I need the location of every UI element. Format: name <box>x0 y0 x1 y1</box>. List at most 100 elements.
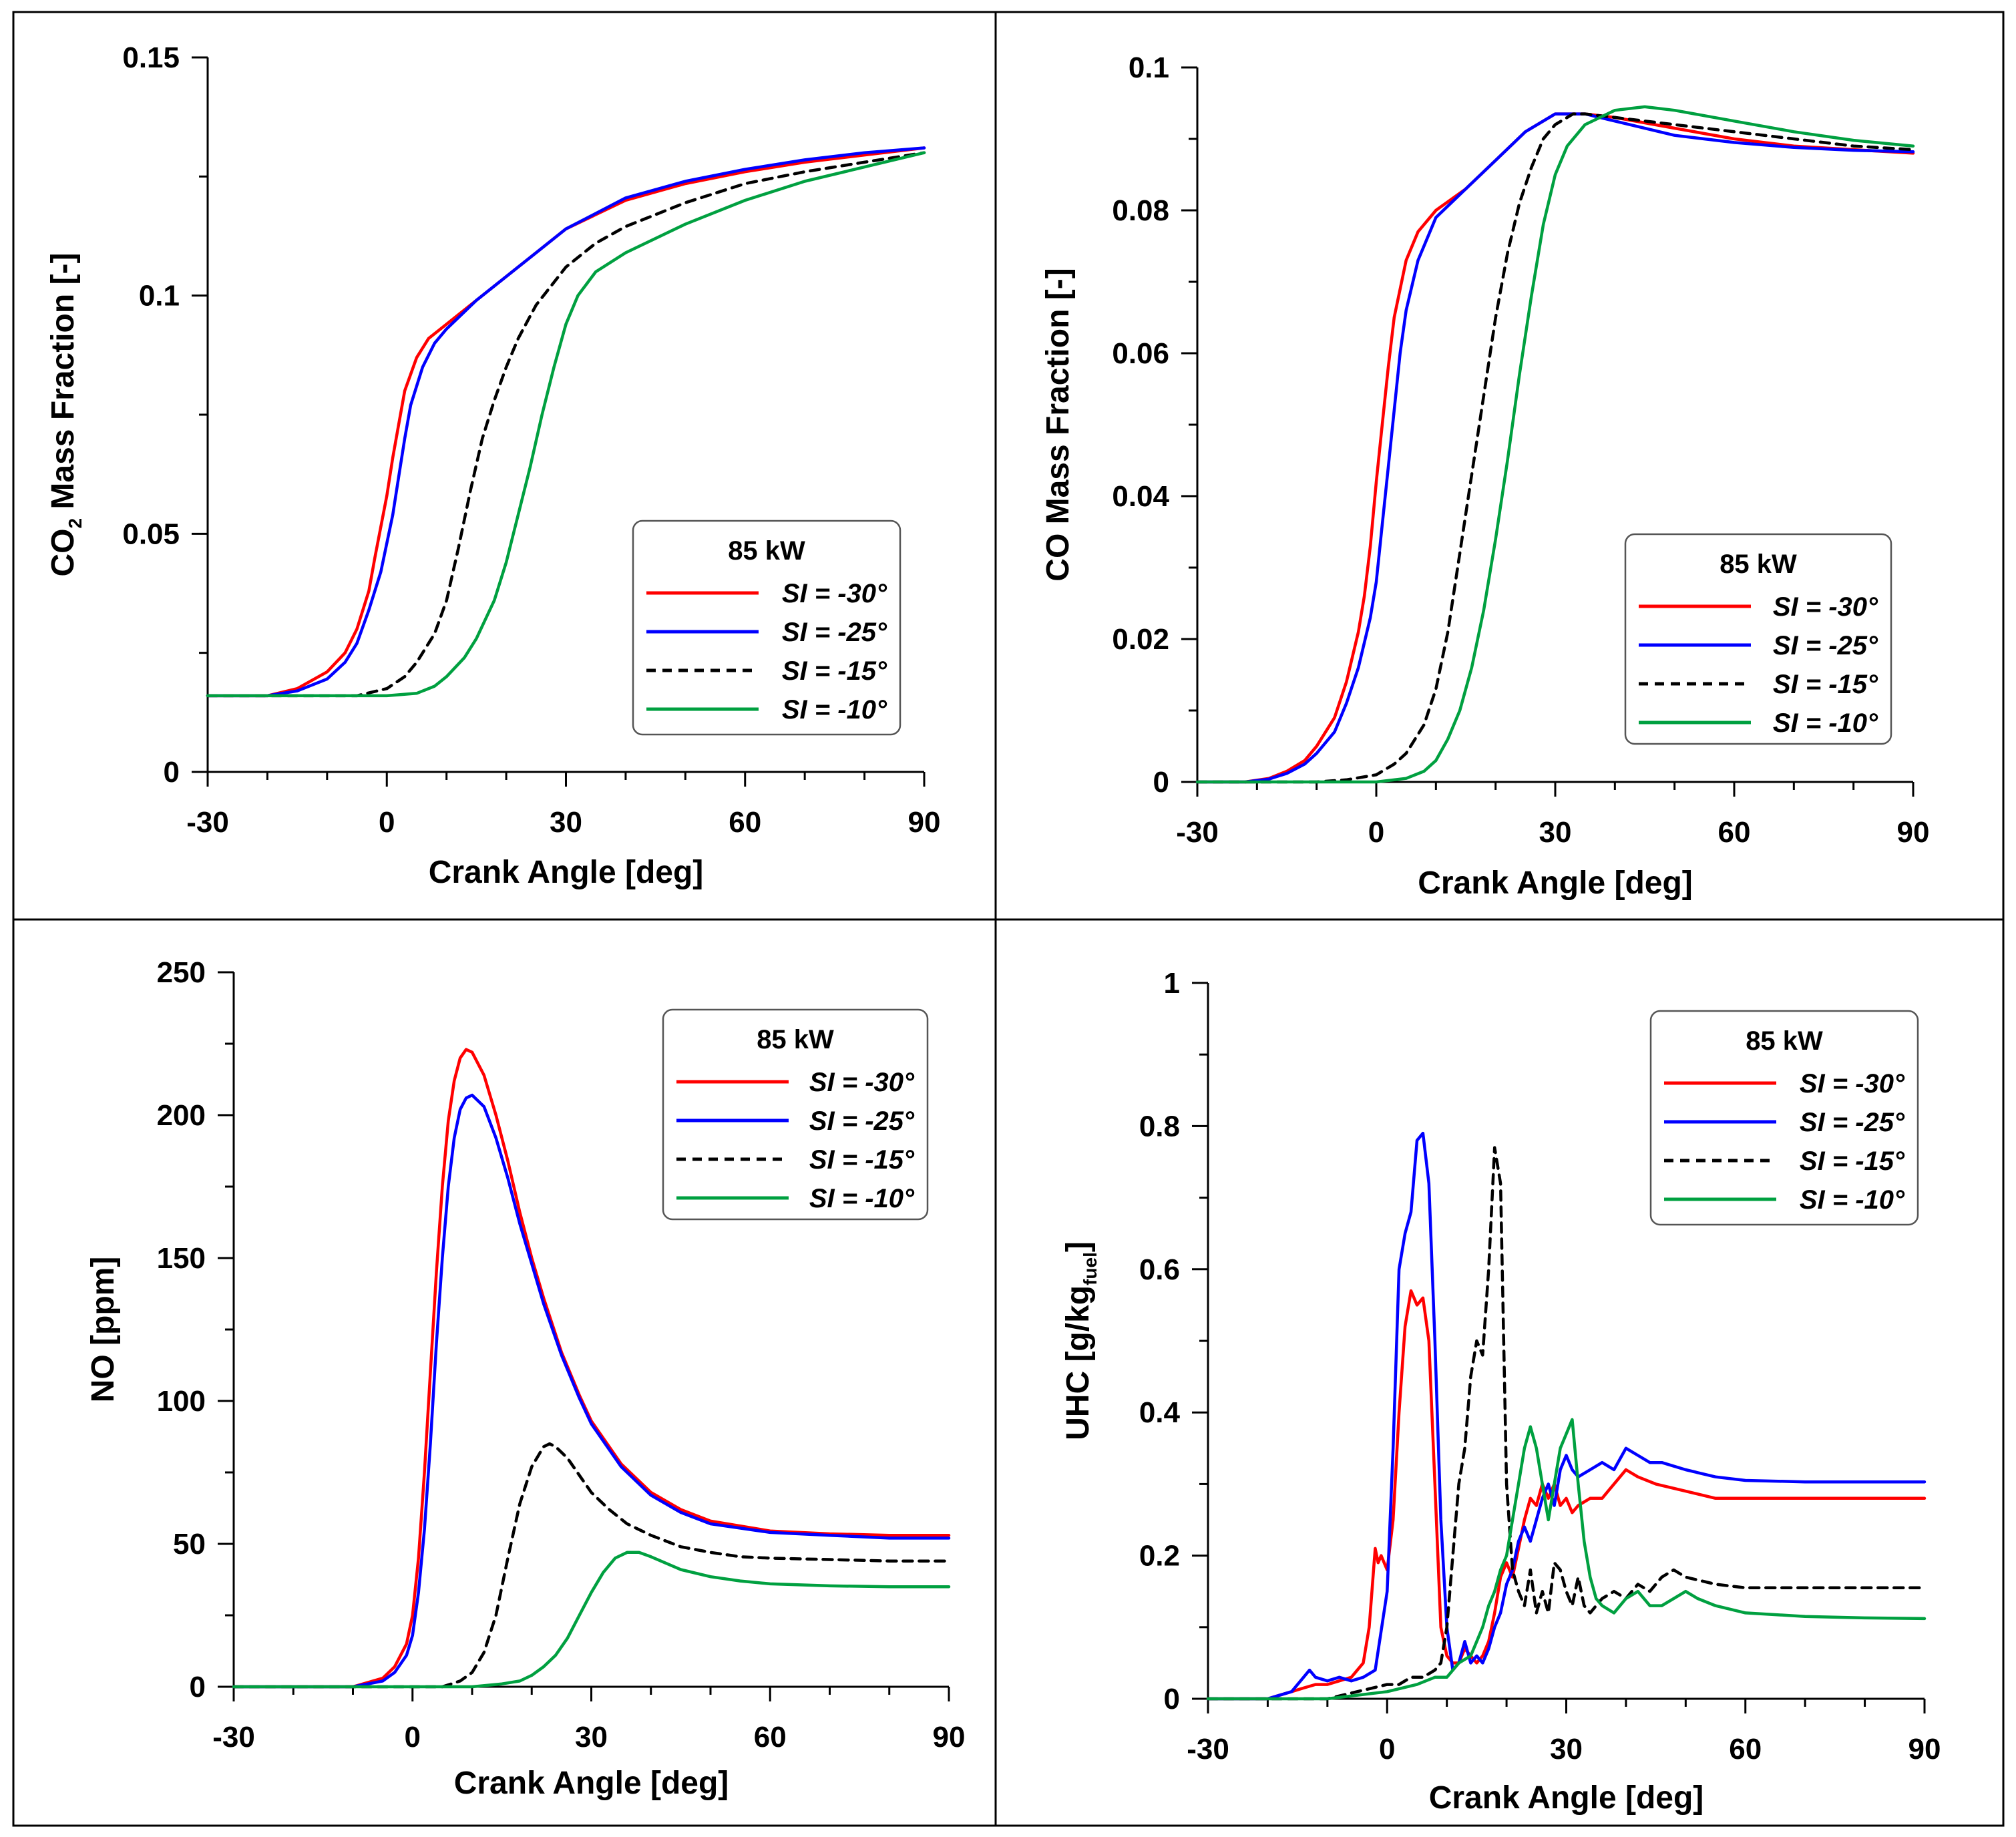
x-axis-label: Crank Angle [deg] <box>429 855 704 890</box>
series-line-4 <box>1206 1418 1927 1701</box>
legend-entry-4: SI = -10° <box>1800 1185 1905 1215</box>
y-axis-label-main: NO [ppm] <box>85 1257 121 1403</box>
legend: 85 kW SI = -30° SI = -25° SI = -15° SI = -10… <box>662 1008 929 1221</box>
series-line-2 <box>206 146 926 698</box>
series-line-4 <box>1195 105 1915 784</box>
x-tick-label: -30 <box>1187 1733 1229 1766</box>
x-axis-label: Crank Angle [deg] <box>1418 865 1693 901</box>
y-tick-label: 0.8 <box>1139 1110 1180 1143</box>
panel-grid <box>12 11 2005 1827</box>
y-tick-label: 200 <box>157 1099 206 1132</box>
y-axis-label-rest: ] <box>1060 1241 1096 1252</box>
x-tick-label: -30 <box>186 806 229 839</box>
series-line-1 <box>1206 1289 1927 1701</box>
series-line-1 <box>206 146 926 698</box>
y-tick-label: 50 <box>173 1528 206 1561</box>
legend-title: 85 kW <box>1746 1026 1823 1056</box>
series-line-2 <box>1206 1131 1927 1701</box>
y-axis-label: UHC [g/kgfuel] <box>1060 1241 1100 1440</box>
y-tick-label: 150 <box>157 1242 206 1275</box>
x-tick-label: 0 <box>379 806 395 839</box>
series-line-4 <box>232 1551 951 1689</box>
legend: 85 kW SI = -30° SI = -25° SI = -15° SI = -10… <box>1649 1010 1919 1226</box>
legend-title: 85 kW <box>728 536 805 566</box>
x-tick-label: 90 <box>1908 1733 1941 1766</box>
legend-entry-2: SI = -25° <box>809 1106 915 1136</box>
x-tick-label: -30 <box>1176 816 1219 849</box>
y-tick-label: 0.15 <box>122 41 180 74</box>
x-tick-label: 0 <box>1379 1733 1395 1766</box>
legend-entry-3: SI = -15° <box>1773 670 1878 699</box>
y-axis-label: NO [ppm] <box>85 1257 121 1403</box>
series-line-3 <box>206 151 926 698</box>
y-tick-label: 0.6 <box>1139 1253 1180 1286</box>
legend-entry-2: SI = -25° <box>1800 1108 1905 1137</box>
y-tick-label: 100 <box>157 1385 206 1418</box>
y-axis-label-subscript: fuel <box>1080 1252 1100 1285</box>
y-tick-label: 0.06 <box>1112 337 1169 370</box>
x-tick-label: 30 <box>1550 1733 1583 1766</box>
series-line-4 <box>206 151 926 698</box>
y-tick-label: 0 <box>1164 1683 1180 1715</box>
legend-box <box>662 1008 929 1221</box>
y-tick-label: 0 <box>1153 766 1169 799</box>
x-tick-label: 30 <box>1539 816 1572 849</box>
y-tick-label: 0 <box>164 756 180 789</box>
x-tick-label: 60 <box>1729 1733 1762 1766</box>
x-tick-label: 90 <box>933 1721 966 1754</box>
y-tick-label: 0.1 <box>1129 51 1169 84</box>
y-axis-label-rest: Mass Fraction [-] <box>45 253 81 518</box>
legend-entry-3: SI = -15° <box>782 656 887 686</box>
legend-entry-1: SI = -30° <box>782 579 887 608</box>
legend-entry-2: SI = -25° <box>782 618 887 647</box>
y-tick-label: 0.4 <box>1139 1396 1181 1429</box>
series-line-2 <box>232 1093 951 1689</box>
series-line-1 <box>232 1048 951 1689</box>
x-tick-label: 60 <box>754 1721 787 1754</box>
y-tick-label: 0.1 <box>139 280 180 313</box>
series-line-3 <box>232 1442 951 1689</box>
x-tick-label: -30 <box>212 1721 255 1754</box>
y-tick-label: 0.2 <box>1139 1540 1180 1573</box>
y-tick-label: 0 <box>190 1671 206 1703</box>
y-tick-label: 0.05 <box>122 518 180 550</box>
y-axis-label-main: UHC [g/kg <box>1060 1285 1096 1440</box>
legend-entry-1: SI = -30° <box>809 1068 915 1097</box>
y-tick-label: 1 <box>1164 967 1180 1000</box>
legend-entry-1: SI = -30° <box>1800 1069 1905 1098</box>
x-tick-label: 60 <box>1718 816 1751 849</box>
legend-entry-4: SI = -10° <box>809 1184 915 1213</box>
legend-entry-4: SI = -10° <box>1773 708 1878 738</box>
y-tick-label: 0.02 <box>1112 623 1169 656</box>
legend-entry-3: SI = -15° <box>1800 1147 1905 1176</box>
x-tick-label: 90 <box>908 806 941 839</box>
legend-box <box>632 520 901 736</box>
legend-title: 85 kW <box>1720 550 1797 579</box>
legend-entry-4: SI = -10° <box>782 695 887 725</box>
x-tick-label: 0 <box>405 1721 421 1754</box>
x-axis-label: Crank Angle [deg] <box>1429 1780 1704 1816</box>
y-axis-label: CO Mass Fraction [-] <box>1040 268 1076 581</box>
y-tick-label: 0.08 <box>1112 194 1169 227</box>
legend-box <box>1649 1010 1919 1226</box>
y-axis-label-subscript: 2 <box>65 518 85 529</box>
x-tick-label: 0 <box>1368 816 1384 849</box>
x-axis-label: Crank Angle [deg] <box>454 1766 729 1801</box>
y-axis-label-main: CO <box>45 528 81 576</box>
legend-entry-2: SI = -25° <box>1773 631 1878 660</box>
x-tick-label: 30 <box>550 806 582 839</box>
x-tick-label: 30 <box>575 1721 608 1754</box>
legend-entry-3: SI = -15° <box>809 1145 915 1175</box>
legend: 85 kW SI = -30° SI = -25° SI = -15° SI = -10… <box>1624 533 1892 745</box>
y-tick-label: 0.04 <box>1112 480 1169 513</box>
y-axis-label: CO2 Mass Fraction [-] <box>45 253 85 577</box>
series-line-3 <box>1206 1146 1927 1701</box>
legend-title: 85 kW <box>757 1025 834 1054</box>
x-tick-label: 90 <box>1897 816 1930 849</box>
